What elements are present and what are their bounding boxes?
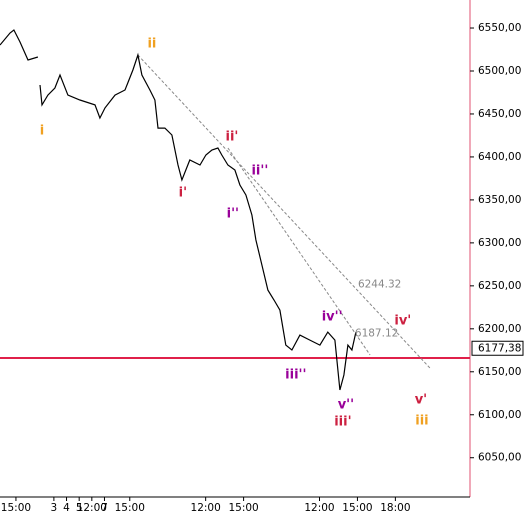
y-tick-label: 6050,00 xyxy=(478,452,521,464)
trendline xyxy=(137,54,431,369)
x-tick-label: 15:00 xyxy=(1,502,31,514)
y-tick-label: 6250,00 xyxy=(478,280,521,292)
x-tick-label: 12:00 xyxy=(77,502,107,514)
y-tick-label: 6350,00 xyxy=(478,194,521,206)
annotation: 6187.12 xyxy=(355,328,398,340)
annotation: iv'' xyxy=(322,310,343,325)
price-line xyxy=(0,29,357,391)
annotation: ii xyxy=(147,37,156,52)
x-tick-label: 18:00 xyxy=(380,502,410,514)
annotation: iii'' xyxy=(285,368,306,383)
trendline xyxy=(227,147,371,356)
last-price-label: 6177,38 xyxy=(478,342,521,354)
y-tick-label: 6550,00 xyxy=(478,22,521,34)
x-tick-label: 15:00 xyxy=(115,502,145,514)
y-tick-label: 6500,00 xyxy=(478,65,521,77)
x-tick-label: 3 xyxy=(51,502,58,514)
annotation: i' xyxy=(179,186,187,201)
y-tick-label: 6100,00 xyxy=(478,409,521,421)
y-tick-label: 6450,00 xyxy=(478,108,521,120)
annotation: v' xyxy=(415,393,427,408)
x-tick-label: 7 xyxy=(101,502,108,514)
y-tick-label: 6150,00 xyxy=(478,366,521,378)
y-tick-label: 6200,00 xyxy=(478,323,521,335)
x-tick-label: 15:00 xyxy=(342,502,372,514)
y-tick-label: 6400,00 xyxy=(478,151,521,163)
last-price-tag xyxy=(471,340,524,356)
annotation: i xyxy=(40,124,44,139)
x-tick-label: 4 xyxy=(63,502,70,514)
x-tick-label: 15:00 xyxy=(228,502,258,514)
x-tick-label: 5 xyxy=(76,502,83,514)
annotation: 6244.32 xyxy=(358,279,401,291)
x-tick-label: 12:00 xyxy=(191,502,221,514)
annotation: iii' xyxy=(334,415,351,430)
annotation: v'' xyxy=(338,398,354,413)
x-tick-label: 12:00 xyxy=(304,502,334,514)
annotation: iii xyxy=(415,414,428,429)
annotation: ii'' xyxy=(251,164,268,179)
annotation: i'' xyxy=(227,207,239,222)
y-tick-label: 6300,00 xyxy=(478,237,521,249)
annotation: iv' xyxy=(394,314,411,329)
annotation: ii' xyxy=(226,130,239,145)
